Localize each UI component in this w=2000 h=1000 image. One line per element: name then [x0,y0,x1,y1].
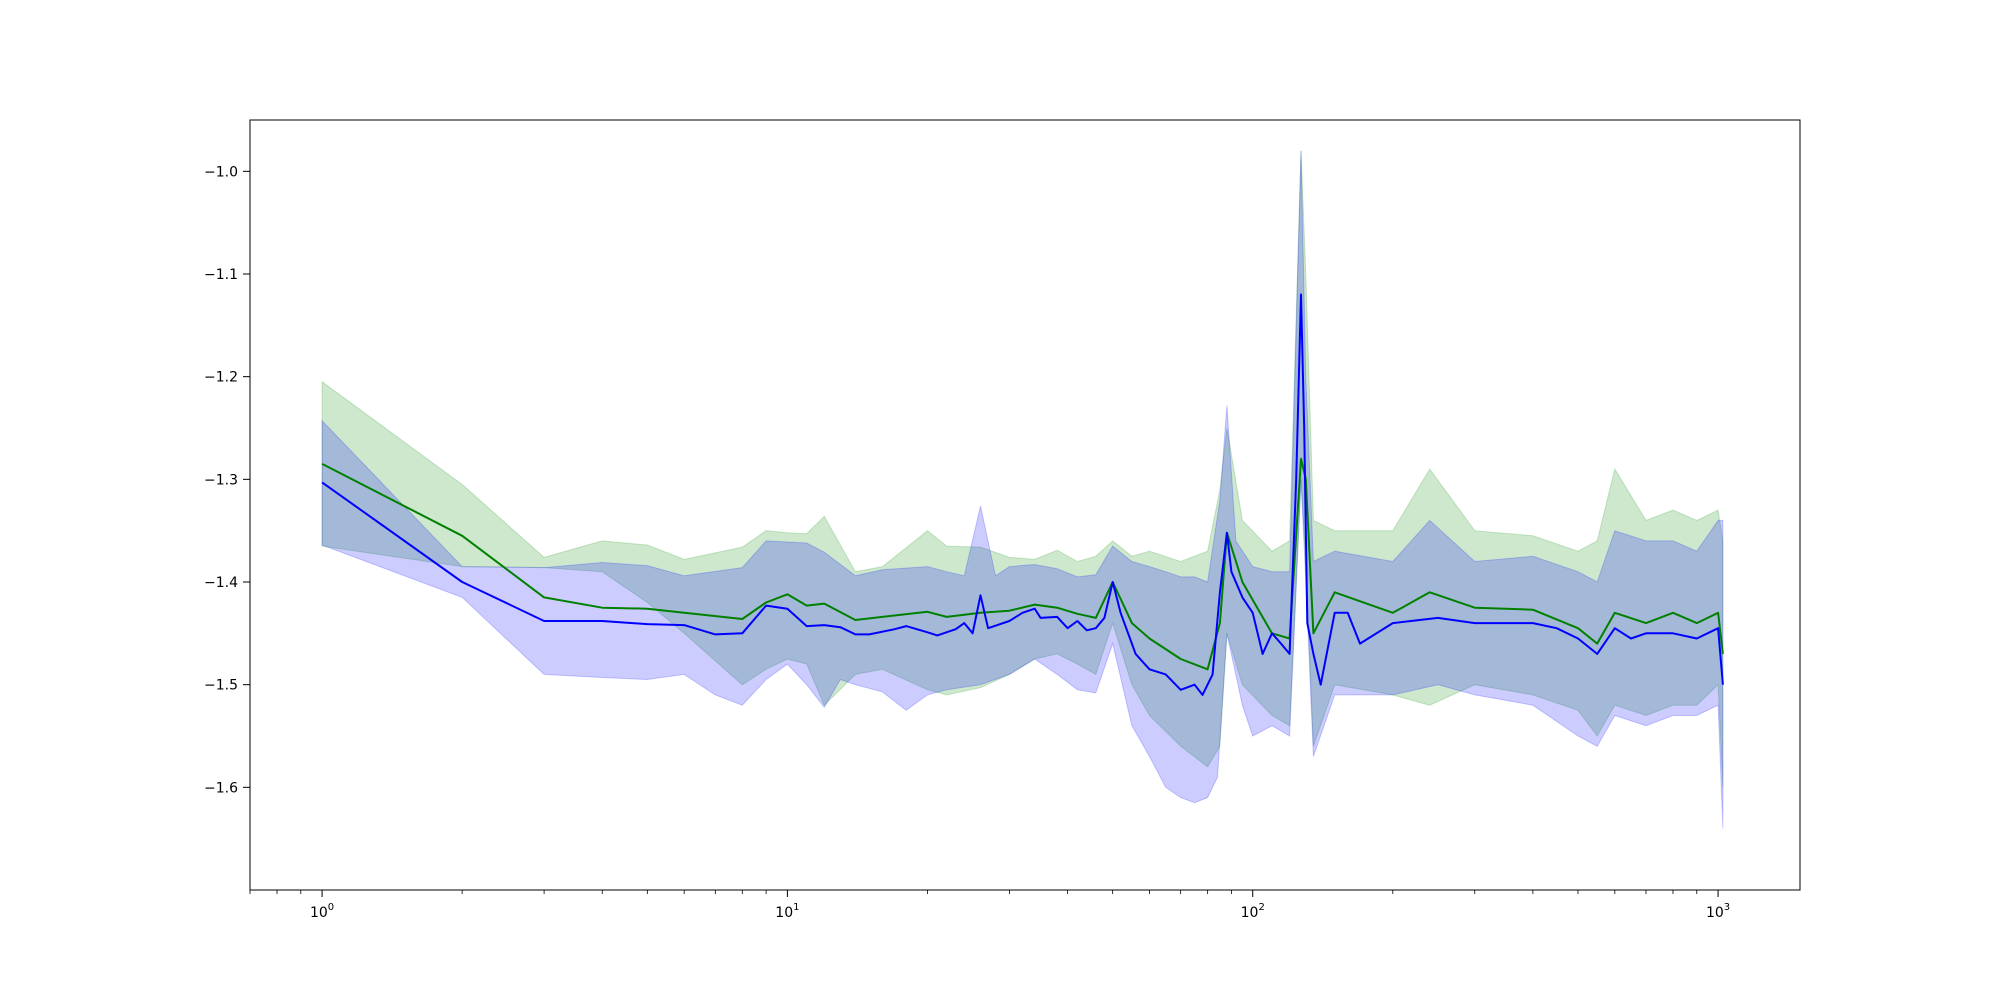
series-2-band [321,150,1724,829]
y-tick-label: −1.2 [204,370,238,386]
y-tick-label: −1.4 [204,575,238,591]
x-tick-label: 102 [1241,902,1265,921]
y-tick-label: −1.0 [204,164,238,180]
y-tick-label: −1.5 [204,678,238,694]
plot-frame [249,119,1801,891]
x-tick-label: 100 [310,902,334,921]
series-1-band [321,150,1724,788]
y-axis: −1.0 −1.1 −1.2 −1.3 −1.4 −1.5 −1.6 [204,164,250,796]
x-tick-label: 103 [1706,902,1730,921]
x-axis: 100 101 102 103 [249,890,1730,921]
series-2-line [321,293,1724,696]
series-lines [321,293,1724,696]
y-tick-label: −1.6 [204,780,238,796]
series-1-line [321,457,1724,671]
y-tick-label: −1.1 [204,267,238,283]
x-tick-label: 101 [775,902,799,921]
confidence-bands [321,150,1724,829]
y-tick-label: −1.3 [204,472,238,488]
